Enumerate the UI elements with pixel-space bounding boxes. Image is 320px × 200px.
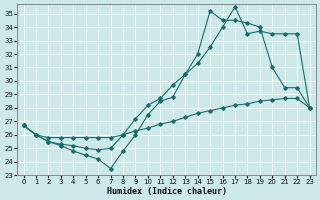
X-axis label: Humidex (Indice chaleur): Humidex (Indice chaleur) [107,187,227,196]
